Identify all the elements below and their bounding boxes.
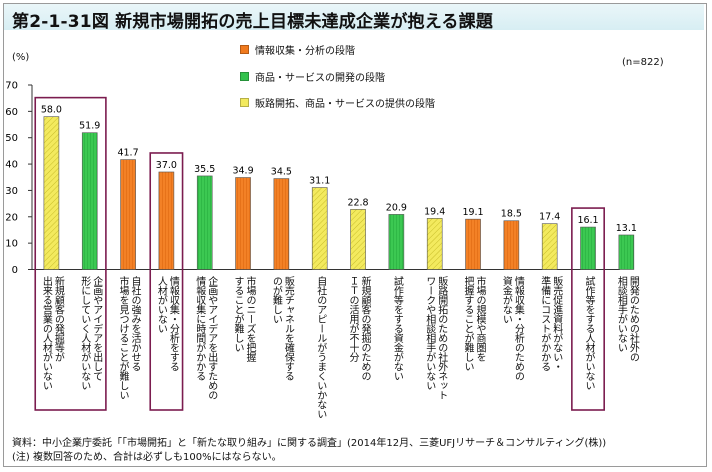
legend-swatch-research <box>240 44 249 54</box>
x-tick-label: 自社の強みを活かせる 市場を見つけることが難しい <box>117 276 141 400</box>
bar-6 <box>235 177 251 270</box>
sample-size: (n=822) <box>622 57 664 68</box>
highlight-box-3 <box>571 207 605 411</box>
x-tick-label: 自社のアピールがうまくいかない <box>314 276 326 419</box>
bar-16 <box>618 234 635 270</box>
x-tick-label: 試作等をする資金がない <box>391 276 403 381</box>
bar-value-label: 41.7 <box>117 148 138 159</box>
bar-1 <box>43 116 60 270</box>
bar-15 <box>580 226 596 270</box>
bar-value-label: 35.5 <box>194 164 215 175</box>
bar-9 <box>350 209 366 270</box>
x-tick-label: 情報収集・分析をする 人材がいない <box>155 276 179 371</box>
y-axis-unit: (%) <box>12 52 30 63</box>
x-tick-label: 販売促進資料がない・ 準備にコストがかかる <box>538 276 562 371</box>
y-tick-label: 60 <box>5 107 18 118</box>
source-note: 資料：中小企業庁委託「「市場開拓」と「新たな取り組み」に関する調査」(2014年… <box>12 438 607 449</box>
bar-value-label: 31.1 <box>309 176 330 187</box>
bar-value-label: 34.9 <box>232 166 253 177</box>
x-tick-label: 市場の規模や商圏を 把握することが難しい <box>462 276 486 371</box>
x-tick-label: 市場のニーズを把握 することが難しい <box>232 276 256 362</box>
legend-item-sales: 販路開拓、商品・サービスの提供の段階 <box>240 96 435 110</box>
bar-12 <box>465 218 481 270</box>
x-tick-label: 新規顧客の発掘等が 出来る営業の人材がいない <box>40 276 64 390</box>
footnote: (注) 複数回答のため、合計は必ずしも100%にはならない。 <box>12 452 282 463</box>
bar-value-label: 22.8 <box>347 197 368 208</box>
bar-value-label: 19.4 <box>424 206 445 217</box>
bar-value-label: 13.1 <box>616 223 637 234</box>
y-tick-label: 20 <box>5 212 18 223</box>
bar-8 <box>311 187 328 270</box>
bar-10 <box>388 214 405 270</box>
bar-3 <box>120 159 136 270</box>
legend-label-research: 情報収集・分析の段階 <box>255 45 355 57</box>
highlight-box-2 <box>149 152 184 411</box>
x-tick-label: 情報収集・分析のための 資金がない <box>500 276 524 381</box>
legend-label-development: 商品・サービスの開発の段階 <box>255 72 385 84</box>
bar-4 <box>158 171 175 270</box>
x-tick-label: 販売チャネルを確保する のが難しい <box>270 276 294 381</box>
y-tick-label: 70 <box>5 81 18 92</box>
figure-frame <box>3 3 707 467</box>
bar-14 <box>541 223 558 270</box>
bar-11 <box>426 218 443 270</box>
bar-value-label: 17.4 <box>539 212 560 223</box>
legend-item-development: 商品・サービスの開発の段階 <box>240 70 385 84</box>
bar-5 <box>196 175 213 270</box>
bar-2 <box>81 132 98 270</box>
bar-7 <box>273 178 290 270</box>
x-tick-label: 新規顧客の発掘のための ＩＴの活用が不十分 <box>347 276 371 381</box>
legend-swatch-development <box>240 71 249 81</box>
x-tick-label: 販路開拓のための社外ネット ワークや相談相手がいない <box>423 276 447 400</box>
title-band <box>4 4 704 30</box>
bar-value-label: 58.0 <box>41 105 62 116</box>
bar-value-label: 20.9 <box>386 202 407 213</box>
legend-label-sales: 販路開拓、商品・サービスの提供の段階 <box>255 98 435 110</box>
bar-value-label: 16.1 <box>577 215 598 226</box>
bar-value-label: 18.5 <box>501 209 522 220</box>
bar-13 <box>503 220 520 270</box>
x-tick-label: 企画やアイデアを出して 形にしていく人材がいない <box>78 276 102 390</box>
bar-value-label: 19.1 <box>462 207 483 218</box>
x-tick-label: 試作等をする人材がいない <box>583 276 595 390</box>
x-tick-label: 開発のための社外の 相談相手がいない <box>615 276 639 362</box>
bar-value-label: 51.9 <box>79 121 100 132</box>
y-tick-label: 10 <box>5 239 18 250</box>
y-tick-label: 0 <box>12 265 18 276</box>
y-tick-label: 50 <box>5 133 18 144</box>
legend-item-research: 情報収集・分析の段階 <box>240 43 355 57</box>
highlight-box-1 <box>34 96 107 411</box>
y-tick-label: 40 <box>5 160 18 171</box>
legend-swatch-sales <box>240 97 249 107</box>
y-tick-label: 30 <box>5 186 18 197</box>
bar-value-label: 34.5 <box>271 167 292 178</box>
x-tick-label: 企画やアイデアを出すための 情報収集に時間がかかる <box>193 276 217 400</box>
bar-value-label: 37.0 <box>156 160 177 171</box>
chart-title: 第2-1-31図 新規市場開拓の売上目標未達成企業が抱える課題 <box>12 12 494 32</box>
